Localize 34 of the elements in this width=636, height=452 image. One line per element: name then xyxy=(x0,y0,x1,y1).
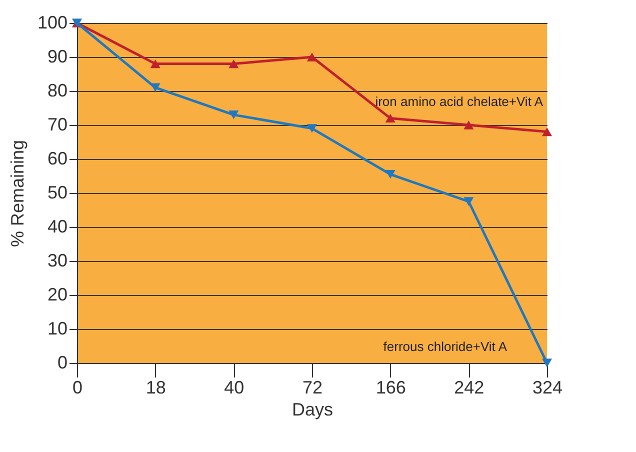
point xyxy=(542,127,552,136)
y-tick-label: 20 xyxy=(47,284,68,304)
point xyxy=(150,83,160,92)
x-tick-label: 72 xyxy=(302,378,323,398)
y-tick-label: 70 xyxy=(47,114,68,134)
point xyxy=(307,52,317,62)
x-tick-label: 166 xyxy=(376,378,406,398)
series-label: ferrous chloride+Vit A xyxy=(383,339,508,354)
point xyxy=(385,114,396,123)
point xyxy=(228,59,239,68)
y-tick-label: 10 xyxy=(47,318,68,338)
series-label: iron amino acid chelate+Vit A xyxy=(375,94,544,109)
x-tick-label: 0 xyxy=(72,378,83,398)
y-tick-label: 80 xyxy=(47,80,68,100)
x-axis-title: Days xyxy=(292,400,334,420)
point xyxy=(542,358,552,368)
point xyxy=(307,124,317,133)
x-tick-label: 18 xyxy=(146,378,166,398)
point xyxy=(150,59,160,68)
x-tick-label: 40 xyxy=(224,378,244,398)
y-axis-title: % Remaining xyxy=(7,140,28,248)
y-tick-label: 100 xyxy=(37,12,68,32)
y-tick-label: 40 xyxy=(47,216,68,236)
y-tick-label: 60 xyxy=(47,148,68,168)
x-tick-label: 324 xyxy=(532,378,563,398)
point xyxy=(464,197,474,206)
x-tick-label: 242 xyxy=(454,378,484,398)
y-tick-label: 50 xyxy=(47,182,68,202)
point xyxy=(464,120,474,130)
y-tick-label: 0 xyxy=(57,352,68,372)
point xyxy=(228,110,239,120)
y-tick-label: 90 xyxy=(47,46,68,66)
point xyxy=(385,170,396,179)
y-tick-label: 30 xyxy=(47,250,68,270)
